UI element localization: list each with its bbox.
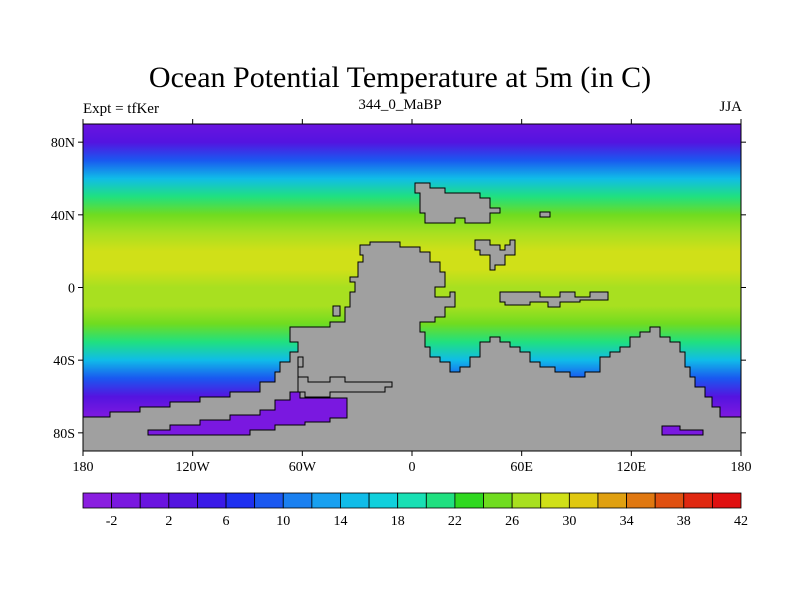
land-southern-supercontinent <box>83 241 741 451</box>
colorbar-label: 18 <box>391 514 405 529</box>
y-tick-label: 40N <box>51 209 75 224</box>
colorbar-label: 2 <box>165 514 172 529</box>
colorbar-swatch <box>282 492 313 509</box>
x-tick-label: 120W <box>176 460 211 475</box>
colorbar-swatch <box>483 492 513 509</box>
colorbar-label: 42 <box>734 514 748 529</box>
y-tick-label: 80N <box>51 136 75 151</box>
colorbar-swatch <box>425 492 456 509</box>
map-title: Ocean Potential Temperature at 5m (in C) <box>148 61 652 94</box>
land-northern-continent <box>414 182 501 224</box>
colorbar-swatch <box>654 492 685 509</box>
colorbar-swatch <box>311 492 341 509</box>
x-tick-label: 60W <box>289 460 317 475</box>
x-tick-label: 120E <box>617 460 647 475</box>
colorbar-swatch <box>111 492 141 509</box>
land-masses <box>83 182 741 451</box>
colorbar-swatch <box>254 492 284 509</box>
colorbar-swatch <box>540 492 570 509</box>
colorbar-label: -2 <box>106 514 118 529</box>
land-south-america <box>297 356 393 398</box>
colorbar-swatch <box>197 492 227 509</box>
colorbar-label: 26 <box>505 514 519 529</box>
colorbar-label: 30 <box>562 514 576 529</box>
x-tick-label: 60E <box>510 460 533 475</box>
colorbar-label: 34 <box>620 514 634 529</box>
colorbar-label: 38 <box>677 514 691 529</box>
y-tick-label: 80S <box>53 427 75 442</box>
experiment-label: Expt = tfKer <box>83 101 159 117</box>
season-label: JJA <box>719 99 742 115</box>
colorbar-swatch <box>597 492 627 509</box>
colorbar-label: 10 <box>276 514 290 529</box>
colorbar-swatch <box>397 492 427 509</box>
time-label: 344_0_MaBP <box>358 97 442 113</box>
x-tick-label: 0 <box>409 460 416 475</box>
land-small-island-east <box>332 305 341 317</box>
colorbar-label: 14 <box>333 514 347 529</box>
y-tick-label: 0 <box>68 282 75 297</box>
colorbar-swatch <box>454 492 484 509</box>
colorbar-swatch <box>683 492 713 509</box>
land-small-island-north <box>539 211 551 218</box>
land-middle-east <box>474 239 516 271</box>
colorbar-swatch <box>568 492 599 509</box>
colorbar-swatch <box>168 492 198 509</box>
x-tick-label: 180 <box>73 460 94 475</box>
colorbar-label: 22 <box>448 514 462 529</box>
colorbar: -2 2 6 10 14 18 22 26 30 34 38 42 <box>82 492 748 529</box>
colorbar-swatch <box>511 492 542 509</box>
colorbar-label: 6 <box>223 514 230 529</box>
colorbar-swatch <box>139 492 170 509</box>
y-tick-label: 40S <box>53 354 75 369</box>
colorbar-swatch <box>225 492 256 509</box>
colorbar-swatch <box>82 492 113 509</box>
colorbar-swatch <box>711 492 742 509</box>
colorbar-swatch <box>368 492 399 509</box>
cold-sea-patch-west <box>147 391 348 436</box>
colorbar-swatch <box>626 492 656 509</box>
cold-sea-patch-east <box>661 425 704 436</box>
colorbar-swatch <box>340 492 370 509</box>
x-tick-label: 180 <box>731 460 752 475</box>
land-equatorial-strip <box>499 291 609 308</box>
axis-ticks: 180 120W 60W 0 60E 120E 180 80N 40N 0 40S 80S <box>51 119 752 475</box>
